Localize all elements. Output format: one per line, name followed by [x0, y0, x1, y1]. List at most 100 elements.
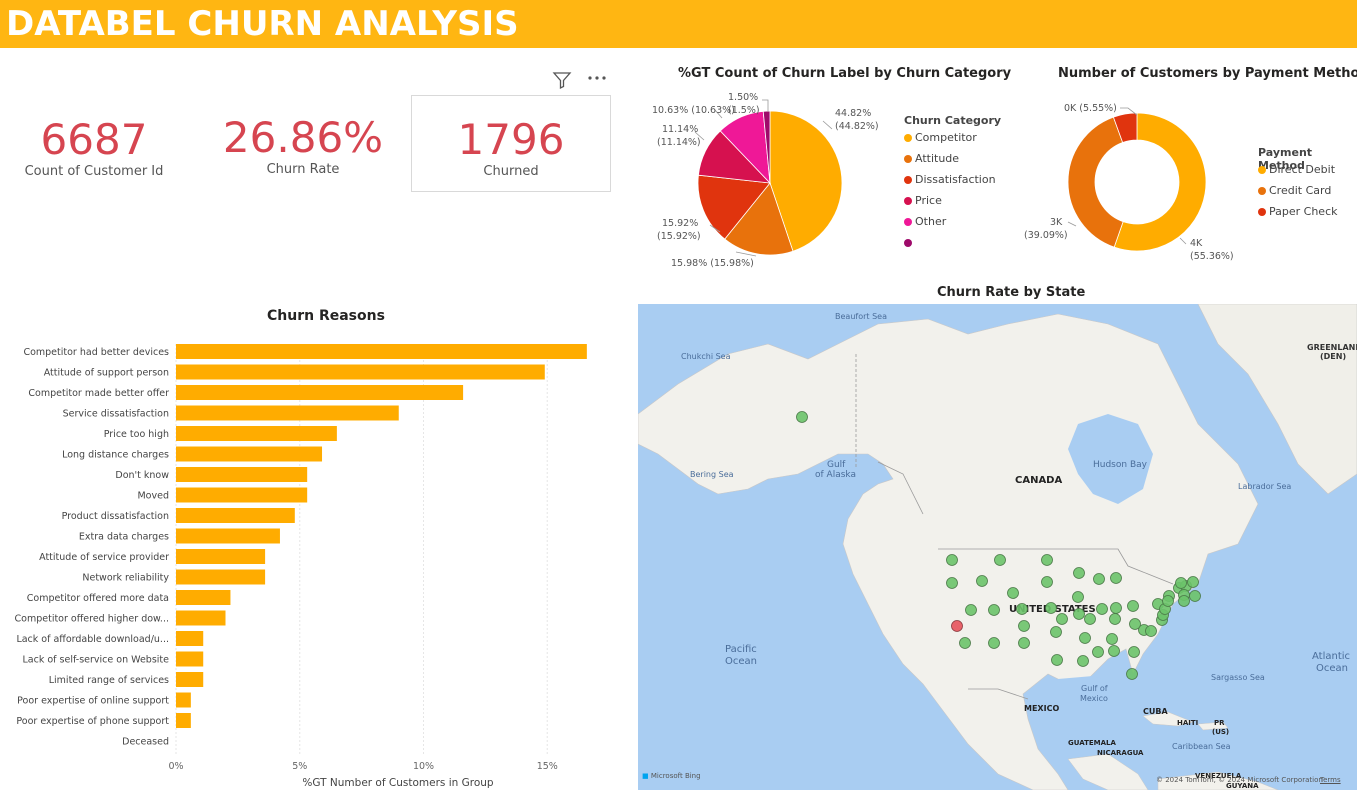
donut-legend-label: Direct Debit	[1269, 163, 1336, 176]
state-bubble[interactable]	[988, 637, 1000, 649]
bar-17[interactable]	[176, 692, 191, 708]
state-bubble[interactable]	[946, 577, 958, 589]
donut-slice-direct-debit[interactable]	[1113, 112, 1207, 252]
state-bubble[interactable]	[1072, 591, 1084, 603]
pie-legend-item[interactable]: Attitude	[904, 152, 959, 165]
bar-11[interactable]	[176, 569, 266, 585]
pie-label-competitor-pct: (44.82%)	[835, 121, 879, 132]
bar-10[interactable]	[176, 549, 266, 564]
pie-slice-attitude[interactable]	[724, 182, 794, 256]
donut-chart[interactable]: 0K (5.55%) 3K (39.09%) 4K (55.36%)	[1020, 88, 1260, 278]
filter-icon[interactable]	[552, 70, 572, 90]
state-bubble[interactable]	[1175, 577, 1187, 589]
bar-8[interactable]	[176, 508, 295, 523]
bar-4[interactable]	[176, 426, 337, 441]
state-bubble[interactable]	[1093, 573, 1105, 585]
pie-chart-title: %GT Count of Churn Label by Churn Catego…	[678, 66, 1012, 81]
state-bubble[interactable]	[1041, 554, 1053, 566]
donut-legend-item[interactable]: Credit Card	[1258, 184, 1331, 197]
state-bubble[interactable]	[1084, 613, 1096, 625]
map-label-guatemala: GUATEMALA	[1068, 739, 1116, 747]
bar-12[interactable]	[176, 590, 231, 605]
pie-legend-item[interactable]: Price	[904, 194, 942, 207]
bar-5[interactable]	[176, 446, 323, 462]
bar-18[interactable]	[176, 713, 191, 728]
state-bubble[interactable]	[1016, 603, 1028, 615]
state-bubble[interactable]	[1018, 620, 1030, 632]
bar-3[interactable]	[176, 405, 399, 421]
bar-14[interactable]	[176, 631, 204, 646]
bar-15[interactable]	[176, 651, 204, 667]
state-bubble[interactable]	[1145, 625, 1157, 637]
state-bubble[interactable]	[1128, 646, 1140, 658]
map-terms-link[interactable]: Terms	[1320, 776, 1341, 784]
pie-slice-unlabeled[interactable]	[762, 110, 771, 184]
state-bubble[interactable]	[1073, 608, 1085, 620]
state-bubble[interactable]	[1092, 646, 1104, 658]
pie-chart[interactable]: 44.82% (44.82%) 15.98% (15.98%) 15.92% (…	[640, 88, 900, 278]
state-bubble[interactable]	[946, 554, 958, 566]
state-bubble-high[interactable]	[951, 620, 963, 632]
state-bubble[interactable]	[1007, 587, 1019, 599]
state-bubble[interactable]	[1178, 595, 1190, 607]
pie-legend-item[interactable]: Dissatisfaction	[904, 173, 996, 186]
state-bubble[interactable]	[1110, 572, 1122, 584]
pie-legend-label: Price	[915, 194, 942, 207]
state-bubble[interactable]	[1096, 603, 1108, 615]
bar-13[interactable]	[176, 610, 226, 626]
state-bubble[interactable]	[1110, 602, 1122, 614]
bar-0[interactable]	[176, 344, 587, 359]
state-bubble[interactable]	[1051, 654, 1063, 666]
state-bubble[interactable]	[1162, 595, 1174, 607]
bar-7[interactable]	[176, 487, 308, 503]
churn-reasons-bar-chart[interactable]: 0% 5% 10% 15% %GT Number of Customers in Gro…	[0, 335, 630, 792]
bar-1[interactable]	[176, 364, 545, 380]
donut-legend-item[interactable]: Direct Debit	[1258, 163, 1335, 176]
state-bubble[interactable]	[1108, 645, 1120, 657]
state-bubble[interactable]	[1077, 655, 1089, 667]
state-bubble[interactable]	[796, 411, 808, 423]
state-bubble[interactable]	[1189, 590, 1201, 602]
map-copyright: © 2024 TomTom, © 2024 Microsoft Corporat…	[1156, 776, 1323, 784]
pie-legend-item[interactable]: Other	[904, 215, 946, 228]
more-options-icon[interactable]	[586, 72, 608, 84]
state-bubble[interactable]	[994, 554, 1006, 566]
churn-map[interactable]: Beaufort Sea Chukchi Sea GREENLAND (DEN)…	[638, 304, 1357, 790]
pie-legend-label: Competitor	[915, 131, 977, 144]
pie-legend-item[interactable]: Competitor	[904, 131, 977, 144]
state-bubble[interactable]	[1187, 576, 1199, 588]
state-bubble[interactable]	[959, 637, 971, 649]
kpi-churned[interactable]: 1796 Churned	[411, 116, 611, 180]
state-bubble[interactable]	[1045, 602, 1057, 614]
state-bubble[interactable]	[988, 604, 1000, 616]
state-bubble[interactable]	[1073, 567, 1085, 579]
bar-16[interactable]	[176, 672, 204, 687]
state-bubble[interactable]	[1126, 668, 1138, 680]
donut-label-credit-card-pct: (39.09%)	[1024, 230, 1068, 241]
kpi-churn-rate[interactable]: 26.86% Churn Rate	[218, 114, 388, 178]
pie-legend-item[interactable]	[904, 236, 915, 249]
pie-slice-dissatisfaction[interactable]	[697, 174, 771, 240]
donut-slice-paper-check[interactable]	[1112, 112, 1138, 144]
donut-slice-credit-card[interactable]	[1067, 116, 1124, 248]
bar-6[interactable]	[176, 467, 308, 482]
map-label-greenland: GREENLAND	[1307, 343, 1357, 352]
kpi-customer-count[interactable]: 6687 Count of Customer Id	[10, 116, 178, 180]
state-bubble[interactable]	[965, 604, 977, 616]
pie-slice-competitor[interactable]	[769, 110, 843, 252]
state-bubble[interactable]	[1109, 613, 1121, 625]
state-bubble[interactable]	[1106, 633, 1118, 645]
state-bubble[interactable]	[1041, 576, 1053, 588]
state-bubble[interactable]	[1050, 626, 1062, 638]
bar-9[interactable]	[176, 528, 280, 544]
state-bubble[interactable]	[976, 575, 988, 587]
donut-legend-item[interactable]: Paper Check	[1258, 205, 1338, 218]
state-bubble[interactable]	[1056, 613, 1068, 625]
state-bubble[interactable]	[1018, 637, 1030, 649]
donut-label-paper-check: 0K (5.55%)	[1064, 103, 1117, 114]
bar-2[interactable]	[176, 385, 464, 400]
state-bubble[interactable]	[1127, 600, 1139, 612]
state-bubble[interactable]	[1079, 632, 1091, 644]
state-bubble[interactable]	[1129, 618, 1141, 630]
map-label-pr: PR	[1214, 719, 1225, 727]
